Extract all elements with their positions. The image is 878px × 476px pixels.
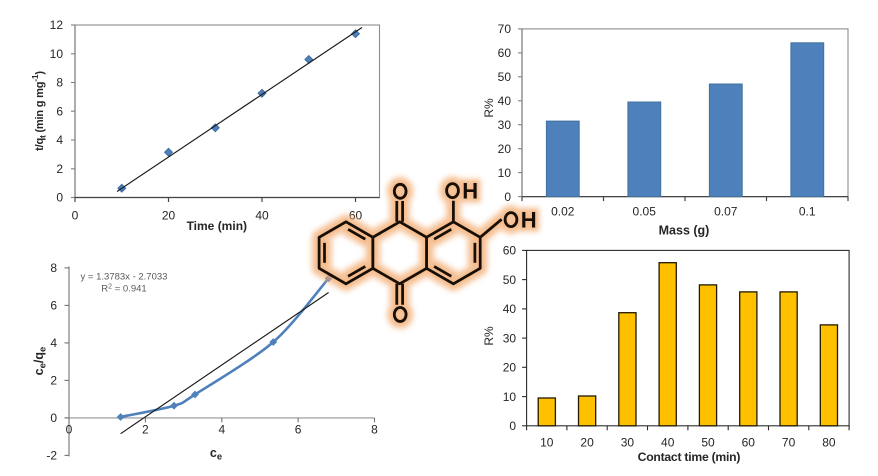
svg-text:6: 6	[50, 299, 57, 313]
svg-text:50: 50	[701, 436, 715, 450]
svg-text:2: 2	[50, 374, 57, 388]
svg-text:20: 20	[580, 436, 594, 450]
svg-text:R2 = 0.941: R2 = 0.941	[101, 283, 146, 294]
svg-text:Mass (g): Mass (g)	[659, 224, 710, 238]
svg-text:10: 10	[540, 436, 554, 450]
svg-text:20: 20	[498, 142, 512, 156]
svg-text:0: 0	[504, 190, 511, 204]
svg-text:4: 4	[218, 423, 225, 437]
svg-text:50: 50	[498, 70, 512, 84]
svg-text:R%: R%	[482, 98, 496, 118]
svg-text:30: 30	[503, 331, 517, 345]
svg-text:0.07: 0.07	[714, 204, 738, 218]
svg-text:H: H	[462, 178, 478, 203]
svg-text:80: 80	[822, 436, 836, 450]
svg-text:60: 60	[742, 436, 756, 450]
svg-text:60: 60	[498, 46, 512, 60]
svg-text:4: 4	[56, 133, 63, 147]
svg-text:0: 0	[56, 191, 63, 205]
svg-text:t/qt (min g mg-1): t/qt (min g mg-1)	[30, 71, 48, 151]
svg-text:H: H	[521, 207, 537, 232]
svg-text:10: 10	[503, 390, 517, 404]
svg-text:40: 40	[255, 208, 269, 222]
svg-text:0.02: 0.02	[551, 204, 575, 218]
svg-text:6: 6	[295, 423, 302, 437]
svg-text:10: 10	[498, 166, 512, 180]
svg-text:0.05: 0.05	[633, 204, 657, 218]
svg-text:H: H	[521, 207, 537, 232]
svg-text:Time (min): Time (min)	[187, 219, 247, 233]
svg-text:8: 8	[56, 76, 63, 90]
svg-text:0: 0	[509, 419, 516, 433]
svg-text:8: 8	[371, 423, 378, 437]
svg-text:0: 0	[50, 411, 57, 425]
svg-text:30: 30	[621, 436, 635, 450]
svg-text:60: 60	[503, 244, 517, 258]
svg-text:0: 0	[66, 423, 73, 437]
svg-text:0: 0	[72, 208, 79, 222]
svg-text:20: 20	[503, 361, 517, 375]
svg-text:8: 8	[50, 261, 57, 275]
svg-text:70: 70	[782, 436, 796, 450]
svg-text:H: H	[462, 178, 478, 203]
svg-text:Contact time (min): Contact time (min)	[638, 450, 741, 464]
svg-text:2: 2	[56, 162, 63, 176]
svg-text:50: 50	[503, 273, 517, 287]
svg-text:2: 2	[142, 423, 149, 437]
svg-text:-2: -2	[46, 449, 57, 463]
svg-text:30: 30	[498, 118, 512, 132]
svg-text:6: 6	[56, 105, 63, 119]
svg-text:10: 10	[50, 47, 64, 61]
svg-text:12: 12	[50, 18, 64, 32]
svg-text:70: 70	[498, 22, 512, 36]
svg-text:0.1: 0.1	[799, 204, 816, 218]
svg-text:40: 40	[503, 302, 517, 316]
svg-text:y = 1.3783x - 2.7033: y = 1.3783x - 2.7033	[81, 272, 168, 283]
svg-text:4: 4	[50, 336, 57, 350]
svg-text:40: 40	[498, 94, 512, 108]
svg-text:R%: R%	[482, 326, 496, 346]
svg-text:20: 20	[162, 208, 176, 222]
svg-text:40: 40	[661, 436, 675, 450]
